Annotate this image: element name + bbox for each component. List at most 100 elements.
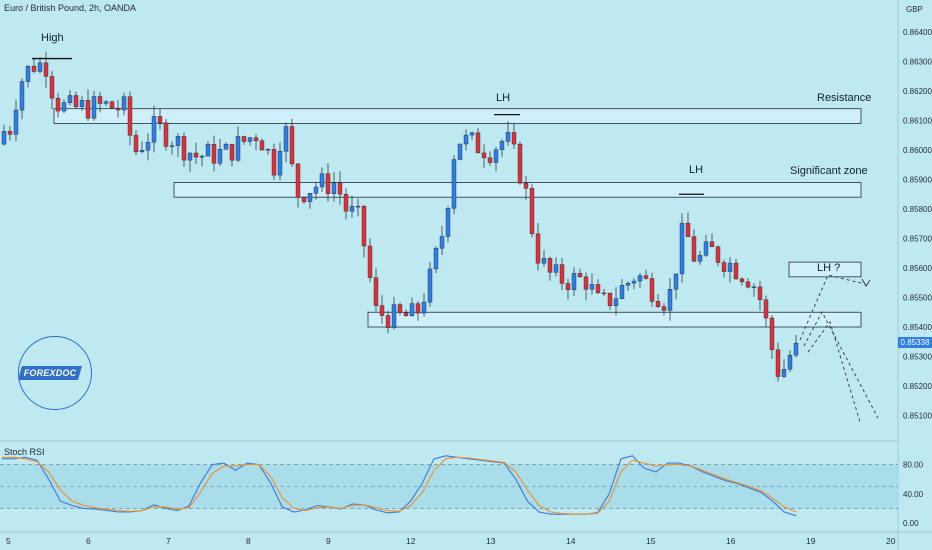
candle-body xyxy=(433,248,439,270)
candle-body xyxy=(307,193,313,202)
resistance-label: Resistance xyxy=(817,92,872,104)
candle-body xyxy=(61,102,67,112)
candle-body xyxy=(199,155,205,158)
stoch-y-tick-label: 40.00 xyxy=(903,490,924,499)
candle-body xyxy=(499,141,505,150)
candle-body xyxy=(175,136,181,146)
y-tick-label: 0.85100 xyxy=(903,412,932,421)
y-tick-label: 0.86100 xyxy=(903,117,932,126)
candle-body xyxy=(19,81,25,111)
candle-body xyxy=(31,65,37,72)
x-tick-label: 12 xyxy=(406,536,416,546)
candle-body xyxy=(301,196,307,202)
candle-body xyxy=(127,96,133,136)
x-tick-label: 8 xyxy=(246,536,251,546)
stoch-y-tick-label: 0.00 xyxy=(903,519,919,528)
significant-zone-label: Significant zone xyxy=(790,165,868,177)
candle-body xyxy=(757,286,763,300)
projection-path-3 xyxy=(807,321,861,423)
candle-body xyxy=(529,188,535,235)
candle-body xyxy=(229,143,235,161)
candle-body xyxy=(373,277,379,306)
candle-body xyxy=(481,152,487,158)
candle-body xyxy=(385,315,391,328)
candle-body xyxy=(277,151,283,176)
candle-body xyxy=(427,268,433,303)
candle-body xyxy=(709,241,715,248)
y-tick-label: 0.86200 xyxy=(903,87,932,96)
candle-body xyxy=(67,95,73,103)
candle-body xyxy=(271,149,277,176)
logo-text: FOREXDOC xyxy=(23,368,77,378)
candle-body xyxy=(1,131,7,145)
candle-body xyxy=(343,193,349,212)
candle-body xyxy=(247,137,253,142)
candle-body xyxy=(289,126,295,165)
candle-body xyxy=(181,136,187,161)
candle-body xyxy=(331,182,337,194)
candle-body xyxy=(679,222,685,275)
candle-body xyxy=(655,301,661,307)
candle-body xyxy=(691,236,697,262)
candle-body xyxy=(79,100,85,107)
candle-body xyxy=(469,132,475,136)
candle-body xyxy=(535,233,541,264)
candle-body xyxy=(145,141,151,151)
candle-body xyxy=(337,182,343,195)
current-price-badge: 0.85338 xyxy=(898,337,932,348)
candle-body xyxy=(439,236,445,249)
candle-body xyxy=(55,97,61,112)
candle-body xyxy=(73,95,79,107)
candle-body xyxy=(25,65,31,82)
candle-body xyxy=(319,173,325,188)
candle-body xyxy=(685,222,691,237)
candle-body xyxy=(97,96,103,104)
candle-body xyxy=(205,143,211,157)
stoch-series-d xyxy=(2,456,797,515)
x-tick-label: 14 xyxy=(566,536,576,546)
x-tick-label: 15 xyxy=(646,536,656,546)
x-tick-label: 16 xyxy=(726,536,736,546)
candle-body xyxy=(403,312,409,317)
candle-body xyxy=(715,246,721,263)
candle-body xyxy=(241,136,247,142)
candle-body xyxy=(223,143,229,150)
candle-body xyxy=(643,275,649,279)
candle-body xyxy=(673,273,679,290)
candle-body xyxy=(517,143,523,184)
y-tick-label: 0.85200 xyxy=(903,382,932,391)
logo-circle xyxy=(18,336,92,410)
candle-body xyxy=(493,149,499,163)
candle-body xyxy=(577,273,583,278)
candle-body xyxy=(793,342,799,356)
chart-title: Euro / British Pound, 2h, OANDA xyxy=(4,3,137,13)
x-tick-label: 13 xyxy=(486,536,496,546)
y-tick-label: 0.85800 xyxy=(903,205,932,214)
x-tick-label: 6 xyxy=(86,536,91,546)
high-label: High xyxy=(41,32,64,44)
candle-body xyxy=(265,149,271,151)
x-tick-label: 9 xyxy=(326,536,331,546)
candle-body xyxy=(745,281,751,288)
candle-body xyxy=(781,369,787,377)
candle-body xyxy=(475,132,481,154)
candle-body xyxy=(49,76,55,99)
candle-body xyxy=(733,262,739,280)
candle-body xyxy=(613,298,619,306)
lh-question-label: LH ? xyxy=(817,262,841,274)
price-unit: GBP xyxy=(906,5,923,14)
candle-body xyxy=(109,101,115,109)
candle-body xyxy=(115,107,121,111)
candle-body xyxy=(457,143,463,160)
candle-body xyxy=(595,284,601,294)
projection-path-1 xyxy=(799,274,866,341)
candle-body xyxy=(589,284,595,290)
candle-body xyxy=(259,140,265,151)
candle-body xyxy=(409,303,415,317)
candle-body xyxy=(367,245,373,278)
stoch-y-tick-label: 80.00 xyxy=(903,461,924,470)
candle-body xyxy=(739,278,745,283)
candle-body xyxy=(601,292,607,295)
